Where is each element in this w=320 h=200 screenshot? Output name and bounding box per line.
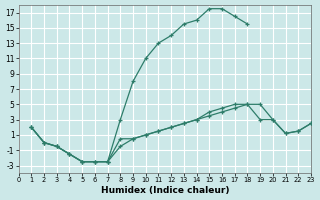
X-axis label: Humidex (Indice chaleur): Humidex (Indice chaleur) [100,186,229,195]
